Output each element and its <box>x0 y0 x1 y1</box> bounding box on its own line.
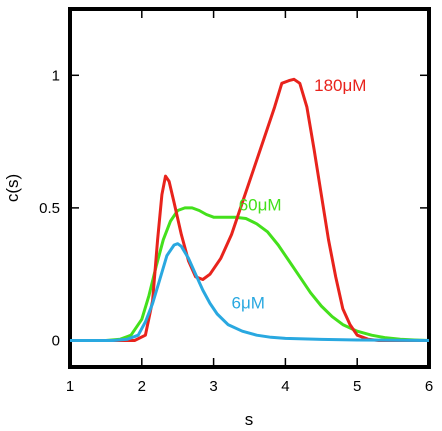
series-line <box>70 206 430 342</box>
y-axis-title: c(s) <box>3 174 22 202</box>
x-tick-label: 6 <box>425 378 433 395</box>
series-label: 6μM <box>232 294 265 313</box>
y-tick-label: 0.5 <box>39 200 60 217</box>
series-label: 180μM <box>314 76 366 95</box>
x-axis-title: s <box>245 410 254 429</box>
y-tick-label: 0 <box>52 332 60 349</box>
x-tick-label: 2 <box>138 378 146 395</box>
x-tick-label: 5 <box>353 378 361 395</box>
y-tick-label: 1 <box>52 67 60 84</box>
series-line <box>70 242 430 342</box>
series-line <box>70 77 429 342</box>
series-label: 60μM <box>239 196 282 215</box>
x-tick-label: 4 <box>281 378 289 395</box>
x-tick-label: 1 <box>66 378 74 395</box>
x-tick-label: 3 <box>209 378 217 395</box>
ticks: 1 2 3 4 5 6 0 0.5 1 <box>39 11 433 395</box>
plot-frame <box>68 7 431 369</box>
series-layer: 180μM 60μM 6μM <box>70 76 430 342</box>
